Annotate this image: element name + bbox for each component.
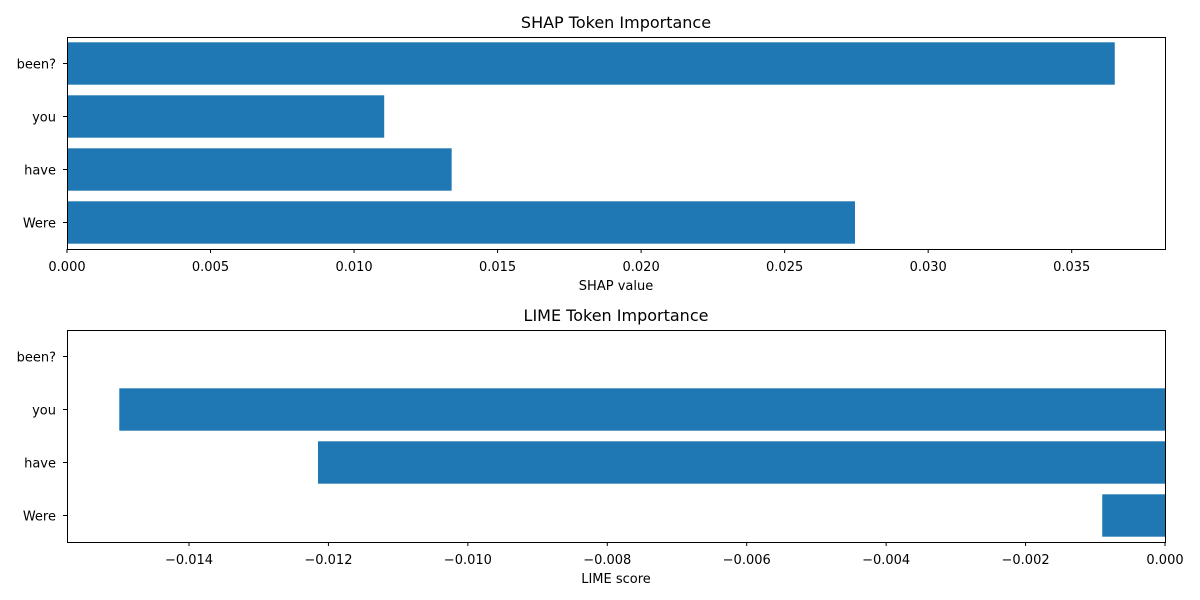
x-tick-label: 0.000 xyxy=(1146,553,1183,568)
y-tick-label: Were xyxy=(23,510,56,525)
plot-frame xyxy=(67,37,1166,250)
bars xyxy=(67,42,1115,244)
x-tick-label: −0.002 xyxy=(1002,553,1050,568)
bar-have xyxy=(67,148,452,191)
x-tick-label: −0.012 xyxy=(304,553,352,568)
y-tick-label: been? xyxy=(17,351,56,366)
lime-chart: LIME Token Importance Were have you been? −… xyxy=(17,306,1184,587)
x-axis: −0.014 −0.012 −0.010 −0.008 −0.006 −0.004 −0.0… xyxy=(165,542,1184,568)
y-axis: Were have you been? xyxy=(17,58,67,232)
chart-title: LIME Token Importance xyxy=(524,306,709,325)
x-tick-label: −0.008 xyxy=(583,553,631,568)
bar-were xyxy=(1102,494,1165,537)
x-axis: 0.000 0.005 0.010 0.015 0.020 0.025 0.030 0.035 xyxy=(48,249,1090,275)
y-tick-label: you xyxy=(32,111,56,126)
x-axis-label: SHAP value xyxy=(579,279,653,294)
x-tick-label: 0.030 xyxy=(910,260,947,275)
x-tick-label: 0.010 xyxy=(335,260,372,275)
x-tick-label: −0.004 xyxy=(862,553,910,568)
bar-were xyxy=(67,201,855,244)
x-tick-label: 0.035 xyxy=(1053,260,1090,275)
y-tick-label: been? xyxy=(17,58,56,73)
bars xyxy=(119,388,1165,537)
x-tick-label: −0.010 xyxy=(444,553,492,568)
x-tick-label: 0.000 xyxy=(48,260,85,275)
bar-have xyxy=(317,441,1165,484)
x-axis-label: LIME score xyxy=(581,572,651,587)
y-tick-label: Were xyxy=(23,217,56,232)
y-tick-label: you xyxy=(32,404,56,419)
x-tick-label: 0.020 xyxy=(623,260,660,275)
x-tick-label: 0.015 xyxy=(479,260,516,275)
y-tick-label: have xyxy=(24,164,56,179)
x-tick-label: −0.006 xyxy=(723,553,771,568)
bar-you xyxy=(119,388,1165,431)
bar-you xyxy=(67,95,385,138)
bar-been xyxy=(67,42,1115,85)
x-tick-label: 0.005 xyxy=(192,260,229,275)
shap-chart: SHAP Token Importance Were have you been? 0… xyxy=(17,13,1166,294)
x-tick-label: 0.025 xyxy=(766,260,803,275)
x-tick-label: −0.014 xyxy=(165,553,213,568)
plot-frame xyxy=(67,330,1166,543)
chart-title: SHAP Token Importance xyxy=(521,13,711,32)
y-tick-label: have xyxy=(24,457,56,472)
y-axis: Were have you been? xyxy=(17,351,67,525)
